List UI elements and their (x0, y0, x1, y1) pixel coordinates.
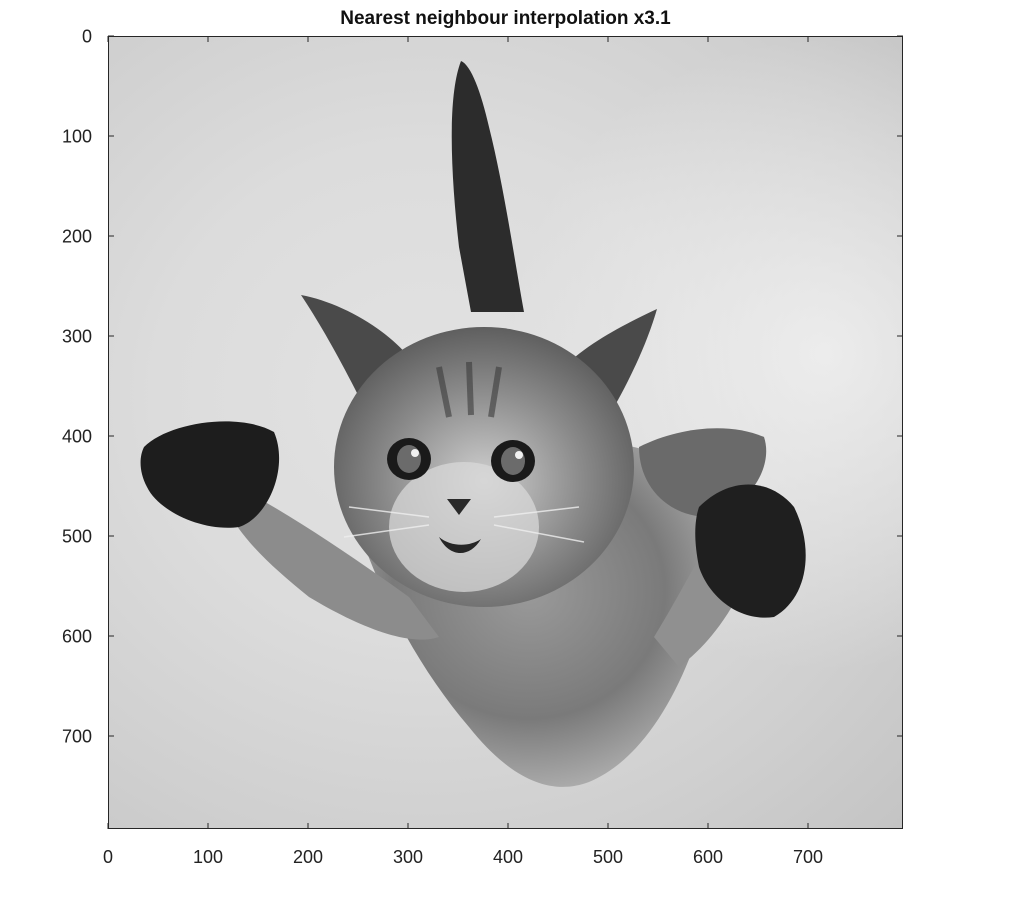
figure-title: Nearest neighbour interpolation x3.1 (340, 8, 671, 29)
x-tick-label: 200 (292, 847, 324, 867)
y-tick-label: 0 (81, 26, 92, 47)
x-tick-label: 500 (592, 847, 624, 867)
y-tick-label: 600 (61, 626, 92, 647)
y-tick-label: 500 (61, 526, 92, 547)
y-tick-label: 400 (61, 426, 92, 447)
x-tick-label: 100 (192, 847, 224, 867)
y-tick-label: 100 (61, 126, 92, 147)
kitten-photo (109, 37, 902, 828)
x-tick-label: 400 (492, 847, 524, 867)
x-tick-label: 300 (392, 847, 424, 867)
image-axes (108, 36, 903, 829)
x-tick-label: 600 (692, 847, 724, 867)
x-tick-label: 700 (792, 847, 824, 867)
y-tick-label: 300 (61, 326, 92, 347)
y-tick-label: 200 (61, 226, 92, 247)
x-tick-label: 0 (102, 847, 113, 867)
y-tick-label: 700 (61, 726, 92, 747)
